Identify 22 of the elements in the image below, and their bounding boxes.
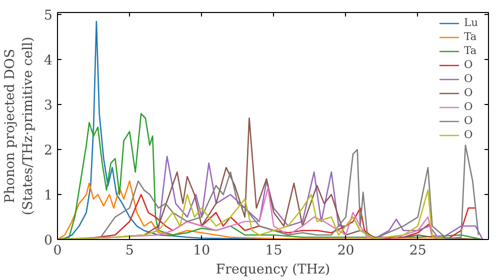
legend-label: O (464, 58, 474, 71)
legend-label: O (464, 100, 474, 113)
x-tick-label: 20 (337, 244, 354, 258)
y-tick-label: 4 (44, 54, 53, 69)
y-tick-label: 0 (44, 234, 53, 248)
y-axis-title: Phonon projected DOS (States/THz·primitive cell) (3, 36, 36, 216)
y-tick-label: 1 (44, 188, 53, 204)
legend-label: Lu (464, 16, 479, 29)
legend-label: O (464, 72, 474, 85)
x-tick-label: 10 (193, 244, 210, 258)
y-tick-label: 2 (44, 144, 53, 159)
x-tick-label: 5 (125, 244, 134, 258)
y-tick-label: 3 (44, 98, 53, 114)
legend-label: Ta (464, 44, 478, 57)
legend-label: Ta (464, 30, 478, 43)
x-tick-label: 15 (265, 244, 282, 258)
y-tick-label: 5 (44, 8, 53, 24)
x-axis-title: Frequency (THz) (216, 262, 330, 278)
legend-label: O (464, 86, 474, 99)
legend-label: O (464, 114, 474, 127)
x-tick-label: 25 (409, 244, 426, 258)
legend-label: O (464, 128, 474, 141)
